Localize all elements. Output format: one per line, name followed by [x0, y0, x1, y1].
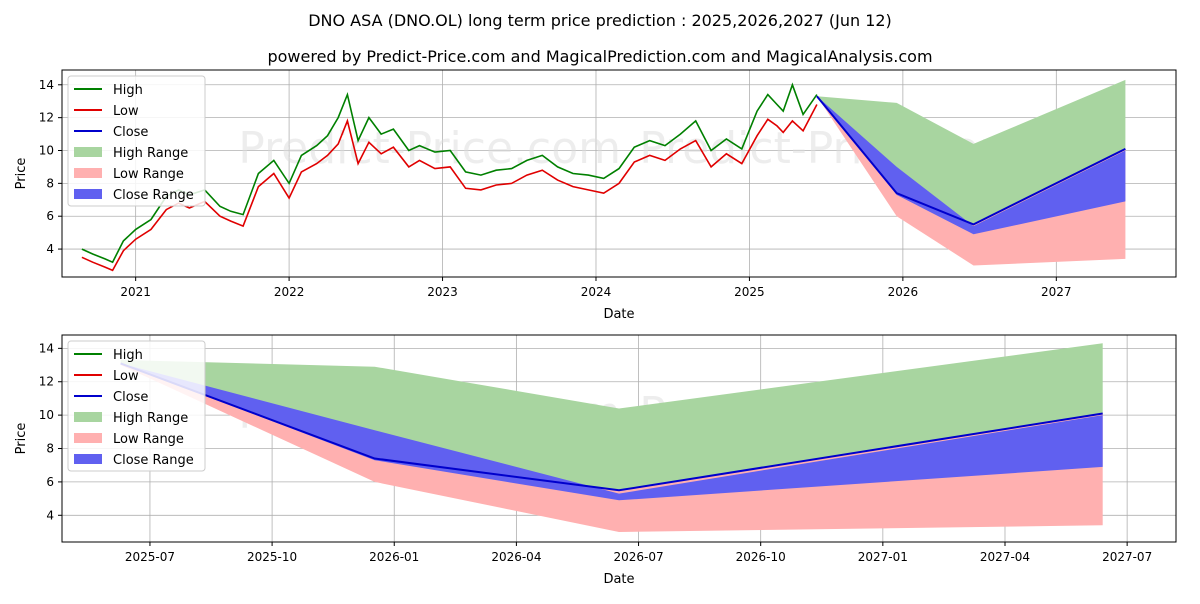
- top-panel: Predict-Price.com Predict-Price.com468101…: [14, 69, 1177, 322]
- legend-box: [67, 340, 206, 472]
- x-tick-label: 2025-10: [247, 550, 297, 564]
- x-tick-label: 2021: [120, 285, 151, 299]
- legend-label: Close Range: [113, 188, 194, 203]
- low-range-band: [120, 363, 1103, 532]
- legend-label: Low: [113, 369, 139, 384]
- y-axis-label: Price: [14, 158, 29, 190]
- y-tick-label: 12: [39, 111, 54, 125]
- x-axis-label: Date: [603, 307, 634, 322]
- x-tick-label: 2025: [734, 285, 765, 299]
- x-tick-label: 2027-01: [858, 550, 908, 564]
- y-axis-label: Price: [14, 423, 29, 455]
- legend: High Low Close High Range Low Range Close Ran…: [67, 75, 206, 207]
- x-tick-label: 2026-07: [613, 550, 663, 564]
- x-axis-label: Date: [603, 572, 634, 587]
- legend-label: High: [113, 83, 143, 98]
- y-tick-label: 6: [46, 209, 54, 223]
- legend-swatch-patch: [74, 412, 102, 422]
- x-tick-label: 2027-04: [980, 550, 1030, 564]
- legend-label: High Range: [113, 411, 188, 426]
- x-tick-label: 2025-07: [125, 550, 175, 564]
- y-tick-label: 8: [46, 442, 54, 456]
- legend-swatch-patch: [74, 147, 102, 157]
- x-tick-label: 2022: [274, 285, 305, 299]
- legend-swatch-patch: [74, 168, 102, 178]
- legend-label: Low: [113, 104, 139, 119]
- y-tick-label: 4: [46, 242, 54, 256]
- legend-box: [67, 75, 206, 207]
- x-tick-label: 2026-01: [369, 550, 419, 564]
- plot-area: [81, 79, 1126, 272]
- y-tick-label: 10: [39, 408, 54, 422]
- legend-swatch-patch: [74, 189, 102, 199]
- x-tick-label: 2027: [1041, 285, 1072, 299]
- y-tick-label: 8: [46, 176, 54, 190]
- legend-label: Close Range: [113, 453, 194, 468]
- legend-label: Low Range: [113, 432, 184, 447]
- legend-swatch-patch: [74, 454, 102, 464]
- x-tick-label: 2023: [427, 285, 458, 299]
- axes-frame: [61, 334, 1177, 543]
- bottom-panel: Predict-Price.comPredict-Price.com468101…: [14, 334, 1177, 587]
- x-tick-label: 2026: [888, 285, 919, 299]
- legend-label: High: [113, 348, 143, 363]
- y-tick-label: 6: [46, 475, 54, 489]
- close-forecast-line: [120, 362, 1103, 492]
- legend: High Low Close High Range Low Range Close Ran…: [67, 340, 206, 472]
- close-range-band: [120, 363, 1103, 501]
- y-tick-label: 14: [39, 341, 54, 355]
- legend-label: High Range: [113, 146, 188, 161]
- low-range-band: [816, 96, 1126, 266]
- x-tick-label: 2024: [581, 285, 612, 299]
- y-tick-label: 4: [46, 508, 54, 522]
- x-tick-label: 2026-10: [736, 550, 786, 564]
- close-range-band: [816, 96, 1126, 235]
- x-tick-label: 2027-07: [1102, 550, 1152, 564]
- x-tick-label: 2026-04: [491, 550, 541, 564]
- plot-area: [120, 343, 1103, 532]
- y-tick-label: 10: [39, 144, 54, 158]
- legend-label: Close: [113, 390, 148, 405]
- y-tick-label: 12: [39, 375, 54, 389]
- legend-label: Close: [113, 125, 148, 140]
- legend-label: Low Range: [113, 167, 184, 182]
- axes-frame: [61, 69, 1177, 278]
- low-series-line: [81, 104, 818, 272]
- close-forecast-line: [816, 95, 1126, 226]
- chart-title: DNO ASA (DNO.OL) long term price predict…: [308, 11, 892, 30]
- y-tick-label: 14: [39, 78, 54, 92]
- legend-swatch-patch: [74, 433, 102, 443]
- chart-subtitle: powered by Predict-Price.com and Magical…: [267, 47, 932, 66]
